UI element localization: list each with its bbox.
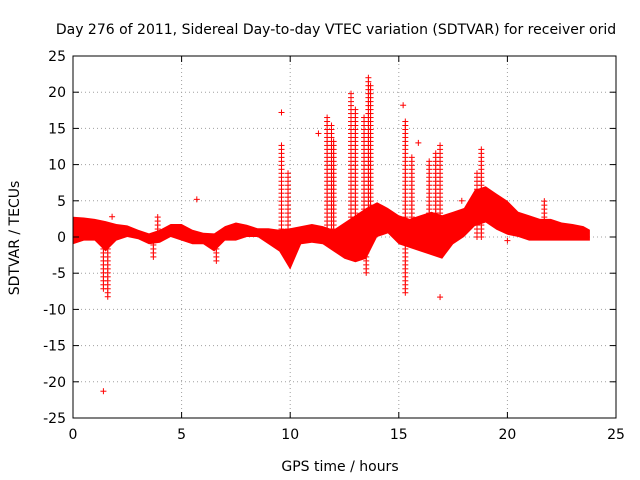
y-tick-label: -20 <box>43 375 66 391</box>
data-point <box>315 130 322 137</box>
data-band <box>73 186 590 270</box>
data-point <box>415 139 422 146</box>
y-tick-label: 10 <box>48 158 66 174</box>
data-point <box>504 237 511 244</box>
data-spike <box>541 198 548 240</box>
data-point <box>458 197 465 204</box>
y-tick-label: -10 <box>43 302 66 318</box>
data-spike <box>285 170 292 240</box>
data-spike <box>278 142 285 240</box>
x-tick-label: 20 <box>498 427 516 443</box>
data-spike <box>478 146 485 240</box>
y-tick-label: 5 <box>57 194 66 210</box>
x-tick-label: 25 <box>607 427 625 443</box>
data-spike <box>363 234 370 276</box>
data-point <box>278 109 285 116</box>
y-axis-label: SDTVAR / TECUs <box>7 181 23 296</box>
data-series <box>73 186 590 270</box>
data-spike <box>367 82 374 240</box>
x-tick-label: 5 <box>177 427 186 443</box>
data-spike <box>213 234 220 264</box>
data-point <box>193 196 200 203</box>
data-spike <box>352 106 359 240</box>
y-tick-label: 25 <box>48 49 66 65</box>
data-point <box>400 102 407 109</box>
data-point <box>100 388 107 395</box>
y-tick-label: 15 <box>48 121 66 137</box>
data-point <box>109 213 116 220</box>
chart-title: Day 276 of 2011, Sidereal Day-to-day VTE… <box>56 22 616 38</box>
y-tick-label: -25 <box>43 411 66 427</box>
x-tick-label: 0 <box>69 427 78 443</box>
data-spike <box>408 154 415 240</box>
y-tick-label: -15 <box>43 339 66 355</box>
y-tick-label: 20 <box>48 85 66 101</box>
x-tick-label: 10 <box>281 427 299 443</box>
data-spike <box>437 142 444 240</box>
data-spike <box>339 234 346 256</box>
data-spike <box>150 234 157 260</box>
y-tick-label: 0 <box>57 230 66 246</box>
data-spike <box>104 234 111 300</box>
y-tick-label: -5 <box>52 266 66 282</box>
data-spike <box>402 118 409 240</box>
data-spike <box>426 158 433 240</box>
axis-ticks: 0 5 10 15 20 25 -25 -20 -15 -10 -5 0 5 10 15 20 25 <box>43 49 625 443</box>
data-spike <box>154 214 161 240</box>
data-spike <box>402 234 409 296</box>
data-spike <box>330 138 337 240</box>
data-points <box>100 74 548 395</box>
x-axis-label: GPS time / hours <box>281 459 398 475</box>
data-point <box>437 294 444 301</box>
x-tick-label: 15 <box>390 427 408 443</box>
